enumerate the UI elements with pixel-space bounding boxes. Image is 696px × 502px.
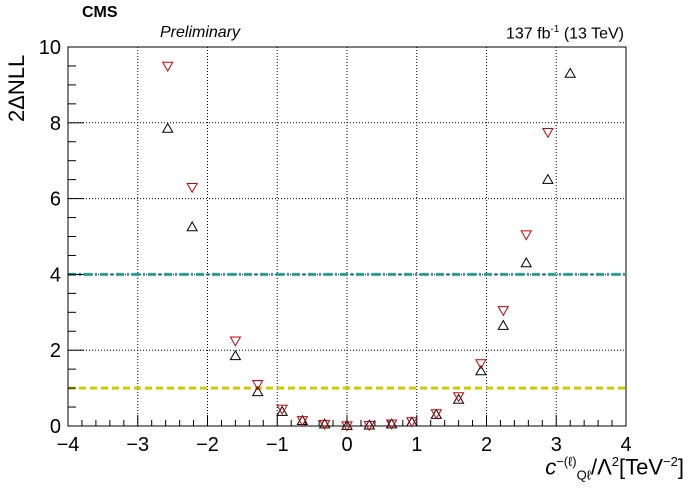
x-tick-label: 4 — [620, 434, 631, 456]
data-point-up — [542, 173, 554, 184]
status-label: Preliminary — [160, 24, 241, 41]
y-axis-label: 2ΔNLL — [4, 54, 29, 122]
x-tick-label: 1 — [411, 434, 422, 456]
data-point-up — [276, 405, 288, 416]
data-point-up — [229, 349, 242, 361]
data-point-down — [276, 404, 288, 415]
data-point-down — [452, 392, 465, 403]
x-label-c: c — [545, 454, 557, 480]
x-label-unit-pow: −2 — [663, 454, 678, 469]
x-axis-label: c−(ℓ)Qℓ/Λ2[TeV−2] — [545, 454, 684, 483]
data-point-down — [430, 409, 443, 420]
data-point-up — [186, 221, 199, 232]
lumi-energy: (13 TeV) — [559, 25, 624, 43]
data-point-up — [363, 419, 376, 430]
data-point-down — [363, 420, 376, 432]
y-tick-label: 4 — [50, 264, 61, 286]
data-point-up — [497, 319, 510, 330]
x-label-unit: [TeV — [619, 454, 664, 480]
y-tick-label: 8 — [50, 113, 61, 135]
data-point-down — [520, 230, 533, 241]
data-point-up — [430, 408, 443, 419]
data-point-up — [452, 393, 465, 404]
data-point-up — [318, 418, 331, 429]
data-point-up — [341, 419, 353, 430]
x-label-mid: /Λ — [590, 454, 612, 480]
experiment-label: CMS — [82, 4, 118, 21]
data-point-up — [520, 257, 533, 268]
data-point-down — [475, 359, 487, 370]
x-tick-label: −2 — [196, 434, 219, 456]
data-point-up — [475, 365, 487, 376]
data-point-down — [406, 417, 418, 428]
data-point-down — [318, 419, 331, 431]
x-tick-label: 3 — [551, 434, 562, 456]
data-point-down — [229, 336, 242, 347]
x-label-pow: 2 — [611, 454, 620, 469]
data-point-down — [497, 306, 510, 317]
y-tick-label: 10 — [39, 37, 61, 59]
data-point-down — [296, 416, 309, 427]
data-point-up — [564, 67, 577, 78]
x-label-sup: −(ℓ) — [556, 454, 577, 469]
data-point-down — [385, 419, 398, 430]
data-point-up — [161, 122, 174, 133]
x-label-close: ] — [677, 454, 684, 480]
data-point-down — [251, 380, 264, 391]
data-point-up — [251, 385, 264, 397]
lumi-value: 137 fb — [505, 25, 551, 43]
data-point-down — [161, 61, 174, 72]
data-point-up — [406, 416, 418, 427]
y-tick-label: 2 — [50, 340, 61, 362]
data-point-down — [341, 421, 353, 432]
data-point-down — [186, 182, 199, 194]
lumi-exponent: -1 — [550, 24, 560, 35]
x-tick-label: −3 — [126, 434, 149, 456]
data-point-down — [542, 128, 554, 139]
x-tick-label: −4 — [57, 434, 80, 456]
y-tick-label: 6 — [50, 189, 61, 211]
x-tick-label: −1 — [266, 434, 289, 456]
luminosity-label: 137 fb-1 (13 TeV) — [506, 24, 624, 43]
y-tick-label: 0 — [50, 416, 61, 438]
x-tick-label: 2 — [481, 434, 492, 456]
x-label-sub: Qℓ — [576, 467, 591, 483]
x-tick-label: 0 — [341, 434, 352, 456]
